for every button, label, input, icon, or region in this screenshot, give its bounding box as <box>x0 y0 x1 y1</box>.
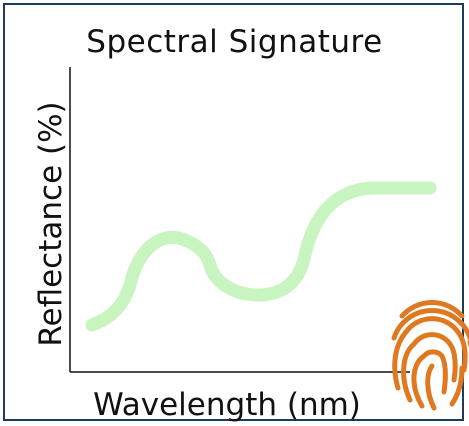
figure-frame <box>3 3 464 421</box>
fingerprint-icon <box>391 300 469 411</box>
spectral-curve <box>85 181 437 332</box>
chart-title: Spectral Signature <box>86 24 383 60</box>
x-axis-label: Wavelength (nm) <box>93 387 361 423</box>
